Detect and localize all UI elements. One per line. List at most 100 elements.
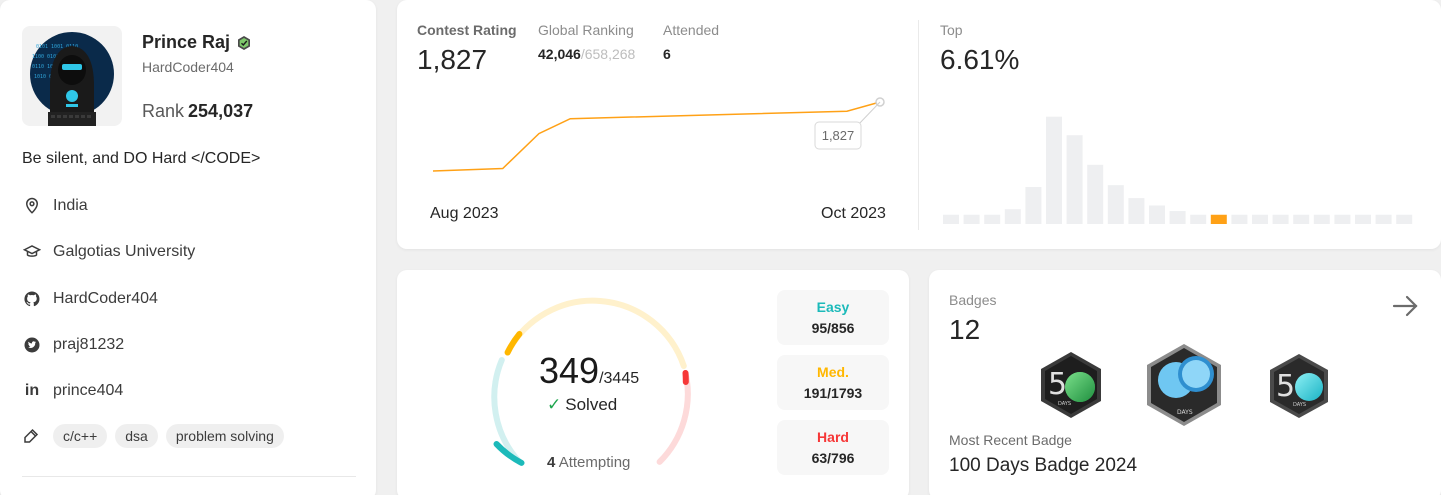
school-text: Galgotias University bbox=[53, 243, 196, 260]
github-text[interactable]: HardCoder404 bbox=[53, 290, 158, 307]
attended-label: Attended bbox=[663, 22, 720, 38]
histogram-bar[interactable] bbox=[1046, 116, 1062, 224]
rating-line-chart[interactable]: 1,827 bbox=[397, 0, 918, 249]
histogram-bar[interactable] bbox=[1169, 211, 1186, 224]
twitter-icon bbox=[22, 335, 42, 355]
easy-value: 95/856 bbox=[811, 320, 855, 336]
histogram-bar[interactable] bbox=[1128, 198, 1145, 224]
medium-stat[interactable]: Med. 191/1793 bbox=[777, 355, 889, 410]
location-row: India bbox=[22, 196, 88, 216]
location-pin-icon bbox=[22, 196, 42, 216]
histogram-bar[interactable] bbox=[1087, 164, 1104, 224]
histogram-bar[interactable] bbox=[1355, 214, 1371, 224]
school-row: Galgotias University bbox=[22, 242, 195, 262]
rating-histogram[interactable] bbox=[937, 100, 1427, 226]
top-percent-value: 6.61% bbox=[940, 44, 1020, 75]
histogram-bar[interactable] bbox=[1190, 214, 1207, 224]
linkedin-row[interactable]: in prince404 bbox=[22, 381, 123, 401]
divider bbox=[22, 476, 356, 477]
badges-label: Badges bbox=[949, 292, 997, 308]
attempting-label: Attempting bbox=[558, 454, 631, 471]
solved-total: /3445 bbox=[599, 370, 640, 387]
linkedin-text[interactable]: prince404 bbox=[53, 382, 124, 399]
histogram-bar[interactable] bbox=[1149, 205, 1165, 225]
github-row[interactable]: HardCoder404 bbox=[22, 289, 158, 309]
easy-progress-arc bbox=[493, 441, 525, 466]
badge-text: DAYS bbox=[1058, 401, 1071, 407]
profile-bio: Be silent, and DO Hard </CODE> bbox=[22, 150, 261, 167]
solved-progress-ring bbox=[491, 297, 691, 466]
solved-count: 349/3445 bbox=[539, 350, 639, 392]
profile-name: Prince Raj bbox=[142, 32, 231, 52]
check-icon: ✓ bbox=[547, 395, 562, 414]
skill-tags: c/c++ dsa problem solving bbox=[22, 424, 292, 448]
tag-icon bbox=[22, 427, 42, 445]
vertical-divider bbox=[918, 20, 919, 230]
contest-card: Contest Rating 1,827 Global Ranking 42,0… bbox=[397, 0, 1441, 249]
histogram-bar[interactable] bbox=[1107, 185, 1124, 224]
histogram-bar[interactable] bbox=[1396, 214, 1413, 224]
verified-badge-icon bbox=[236, 35, 252, 51]
rank-value: 254,037 bbox=[188, 101, 254, 121]
histogram-bar[interactable] bbox=[1231, 214, 1248, 224]
hard-stat[interactable]: Hard 63/796 bbox=[777, 420, 889, 475]
github-icon bbox=[22, 289, 42, 309]
svg-text:0101 1001 0110: 0101 1001 0110 bbox=[36, 44, 78, 50]
global-ranking-value: 42,046/658,268 bbox=[538, 46, 635, 62]
hard-label: Hard bbox=[817, 429, 849, 445]
rating-line bbox=[432, 101, 881, 172]
histogram-bar[interactable] bbox=[1375, 214, 1392, 224]
solved-label-row: ✓ Solved bbox=[547, 395, 617, 415]
arrow-right-icon[interactable] bbox=[1389, 290, 1421, 322]
location-text: India bbox=[53, 197, 88, 214]
histogram-bar[interactable] bbox=[1004, 209, 1021, 224]
50-days-badge-2-icon[interactable]: 5 DAYS bbox=[1267, 352, 1331, 425]
graduation-cap-icon bbox=[22, 242, 42, 262]
histogram-bar-current[interactable] bbox=[1210, 214, 1227, 224]
skill-tag[interactable]: dsa bbox=[115, 424, 158, 448]
medium-progress-arc bbox=[504, 331, 523, 356]
histogram-bar[interactable] bbox=[1272, 214, 1289, 224]
global-ranking-label: Global Ranking bbox=[538, 22, 634, 38]
profile-name-row: Prince Raj bbox=[142, 32, 252, 53]
histogram-bar[interactable] bbox=[1252, 214, 1268, 224]
attempting-count: 4 bbox=[547, 454, 556, 471]
solved-number: 349 bbox=[539, 350, 600, 391]
profile-card: 0101 1001 0110 1100 0101 1010 01 0110 10… bbox=[0, 0, 376, 495]
badge-text: DAYS bbox=[1177, 409, 1193, 416]
twitter-row[interactable]: praj81232 bbox=[22, 335, 124, 355]
easy-label: Easy bbox=[816, 299, 850, 315]
profile-rank: Rank 254,037 bbox=[142, 101, 253, 122]
histogram-bar[interactable] bbox=[1066, 135, 1083, 224]
badge-text: DAYS bbox=[1293, 402, 1306, 408]
linkedin-icon: in bbox=[24, 382, 40, 399]
avatar[interactable]: 0101 1001 0110 1100 0101 1010 01 0110 10… bbox=[22, 26, 122, 126]
skill-tag[interactable]: c/c++ bbox=[53, 424, 108, 448]
histogram-bar[interactable] bbox=[984, 214, 1001, 224]
solved-label: Solved bbox=[565, 395, 618, 414]
x-axis-end-label: Oct 2023 bbox=[821, 205, 886, 222]
attended-value: 6 bbox=[663, 46, 671, 62]
rating-tooltip bbox=[814, 121, 862, 150]
histogram-bar[interactable] bbox=[1313, 214, 1330, 224]
medium-value: 191/1793 bbox=[803, 385, 863, 401]
histogram-bar[interactable] bbox=[1025, 187, 1042, 224]
twitter-text[interactable]: praj81232 bbox=[53, 336, 125, 353]
svg-text:5: 5 bbox=[1276, 369, 1295, 404]
global-total: /658,268 bbox=[580, 46, 636, 62]
histogram-bar[interactable] bbox=[1293, 214, 1310, 224]
attempting-row: 4 Attempting bbox=[547, 454, 630, 471]
x-axis-start-label: Aug 2023 bbox=[430, 205, 499, 222]
tooltip-text: 1,827 bbox=[822, 128, 855, 143]
skill-tag[interactable]: problem solving bbox=[165, 424, 284, 448]
histogram-bar[interactable] bbox=[1334, 214, 1351, 224]
rank-label: Rank bbox=[142, 101, 185, 121]
50-days-badge-icon[interactable]: 5 DAYS bbox=[1038, 350, 1104, 425]
profile-username: HardCoder404 bbox=[142, 59, 234, 75]
histogram-bar[interactable] bbox=[943, 214, 959, 224]
easy-stat[interactable]: Easy 95/856 bbox=[777, 290, 889, 345]
badges-card: Badges 12 5 DAYS DAYS 5 D bbox=[929, 270, 1441, 495]
hard-value: 63/796 bbox=[811, 450, 855, 466]
100-days-badge-icon[interactable]: DAYS bbox=[1144, 342, 1224, 433]
histogram-bar[interactable] bbox=[963, 214, 980, 224]
